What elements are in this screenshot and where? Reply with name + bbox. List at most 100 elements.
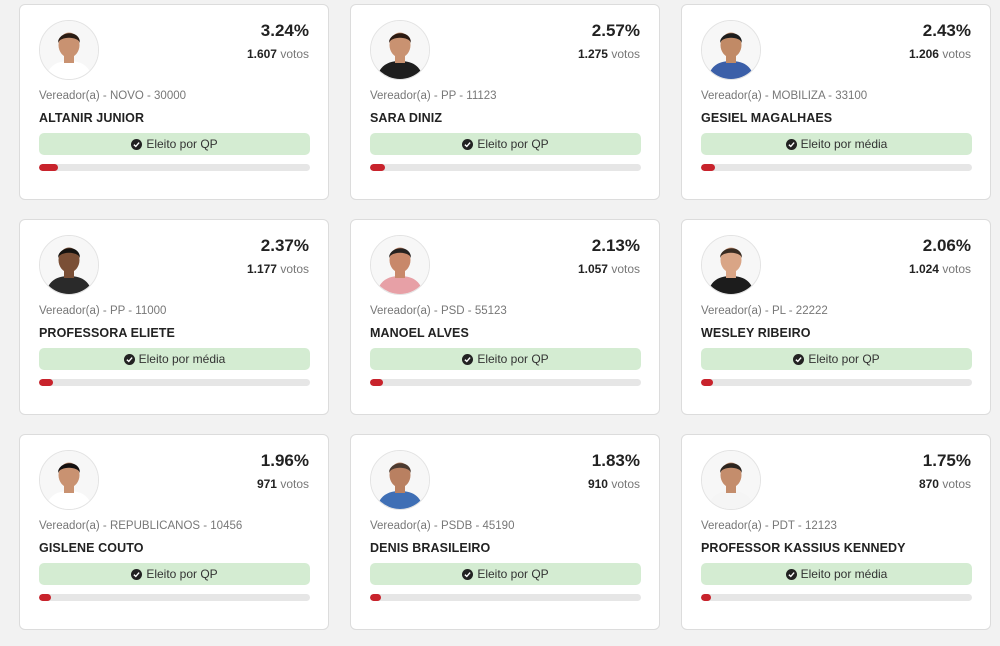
vote-progress-bar [370,379,641,386]
candidate-name: MANOEL ALVES [370,326,469,340]
check-circle-icon [123,353,135,365]
candidate-card[interactable]: 2.37% 1.177 votos Vereador(a) - PP - 110… [19,219,329,415]
check-circle-icon [462,353,474,365]
vote-count-number: 1.275 [577,47,608,61]
candidate-role-party: Vereador(a) - PSD - 55123 [370,305,507,317]
vote-percentage: 2.43% [922,21,971,40]
election-status-label: Eleito por QP [146,137,218,151]
candidate-card[interactable]: 3.24% 1.607 votos Vereador(a) - NOVO - 3… [19,4,329,200]
candidate-photo [701,450,761,510]
vote-percentage: 2.57% [591,21,640,40]
vote-percentage: 2.37% [260,236,309,255]
election-status-badge: Eleito por QP [39,563,310,585]
election-status-badge: Eleito por média [39,348,310,370]
candidate-name: GESIEL MAGALHAES [701,111,833,125]
candidate-photo [701,20,761,80]
vote-count-number: 1.177 [246,262,277,276]
election-status-label: Eleito por QP [808,352,880,366]
candidate-photo [39,20,99,80]
candidate-role-party: Vereador(a) - REPUBLICANOS - 10456 [39,520,243,532]
candidate-photo [701,235,761,295]
election-status-label: Eleito por QP [477,352,549,366]
vote-progress-fill [39,164,59,171]
vote-progress-fill [39,594,51,601]
vote-count-number: 1.206 [908,47,939,61]
vote-count: 1.177 votos [247,262,309,276]
candidate-role-party: Vereador(a) - PL - 22222 [701,305,828,317]
election-status-label: Eleito por média [138,352,226,366]
vote-progress-bar [701,594,972,601]
candidate-name: PROFESSORA ELIETE [39,326,175,340]
vote-percentage: 2.06% [922,236,971,255]
vote-count-label: votos [611,477,640,491]
vote-count: 910 votos [588,477,640,491]
check-circle-icon [785,138,797,150]
vote-count: 971 votos [257,477,309,491]
check-circle-icon [462,138,474,150]
election-status-label: Eleito por média [800,137,888,151]
vote-percentage: 1.96% [260,451,309,470]
candidate-name: PROFESSOR KASSIUS KENNEDY [701,541,906,555]
vote-progress-fill [39,379,54,386]
election-status-badge: Eleito por média [701,133,972,155]
vote-count: 1.206 votos [909,47,971,61]
vote-count: 1.607 votos [247,47,309,61]
vote-count-number: 1.607 [246,47,277,61]
candidate-card[interactable]: 1.96% 971 votos Vereador(a) - REPUBLICAN… [19,434,329,630]
candidate-role-party: Vereador(a) - PP - 11123 [370,90,497,102]
candidate-photo [370,235,430,295]
vote-count-label: votos [280,47,309,61]
election-status-label: Eleito por média [800,567,888,581]
vote-progress-fill [370,164,386,171]
candidate-photo [370,20,430,80]
vote-progress-bar [370,594,641,601]
vote-percentage: 3.24% [260,21,309,40]
vote-percentage: 1.75% [922,451,971,470]
election-status-badge: Eleito por QP [370,563,641,585]
check-circle-icon [131,138,143,150]
vote-percentage: 1.83% [591,451,640,470]
vote-count-label: votos [280,477,309,491]
vote-progress-fill [701,379,714,386]
vote-progress-bar [39,164,310,171]
vote-count-label: votos [942,47,971,61]
candidate-name: ALTANIR JUNIOR [39,111,145,125]
election-status-badge: Eleito por QP [370,133,641,155]
election-status-badge: Eleito por QP [370,348,641,370]
candidate-card[interactable]: 2.57% 1.275 votos Vereador(a) - PP - 111… [350,4,660,200]
candidate-photo [39,450,99,510]
election-status-badge: Eleito por média [701,563,972,585]
vote-count-number: 870 [918,477,939,491]
vote-progress-fill [701,164,716,171]
candidate-photo [39,235,99,295]
candidate-card[interactable]: 1.83% 910 votos Vereador(a) - PSDB - 451… [350,434,660,630]
check-circle-icon [462,568,474,580]
candidate-role-party: Vereador(a) - MOBILIZA - 33100 [701,90,868,102]
vote-count: 1.057 votos [578,262,640,276]
candidate-photo [370,450,430,510]
candidate-card[interactable]: 2.43% 1.206 votos Vereador(a) - MOBILIZA… [681,4,991,200]
candidate-card[interactable]: 1.75% 870 votos Vereador(a) - PDT - 1212… [681,434,991,630]
candidate-card[interactable]: 2.13% 1.057 votos Vereador(a) - PSD - 55… [350,219,660,415]
check-circle-icon [785,568,797,580]
check-circle-icon [131,568,143,580]
vote-percentage: 2.13% [591,236,640,255]
vote-count: 870 votos [919,477,971,491]
election-status-label: Eleito por QP [477,567,549,581]
vote-count-number: 971 [256,477,277,491]
vote-count-label: votos [611,47,640,61]
candidate-role-party: Vereador(a) - PDT - 12123 [701,520,837,532]
candidate-card[interactable]: 2.06% 1.024 votos Vereador(a) - PL - 222… [681,219,991,415]
vote-count-label: votos [611,262,640,276]
candidate-role-party: Vereador(a) - NOVO - 30000 [39,90,187,102]
candidate-name: SARA DINIZ [370,111,443,125]
vote-count-number: 1.057 [577,262,608,276]
vote-progress-bar [39,379,310,386]
candidate-name: WESLEY RIBEIRO [701,326,811,340]
vote-progress-bar [701,164,972,171]
vote-count-label: votos [942,262,971,276]
vote-progress-fill [370,594,381,601]
vote-progress-fill [370,379,383,386]
candidate-name: GISLENE COUTO [39,541,144,555]
